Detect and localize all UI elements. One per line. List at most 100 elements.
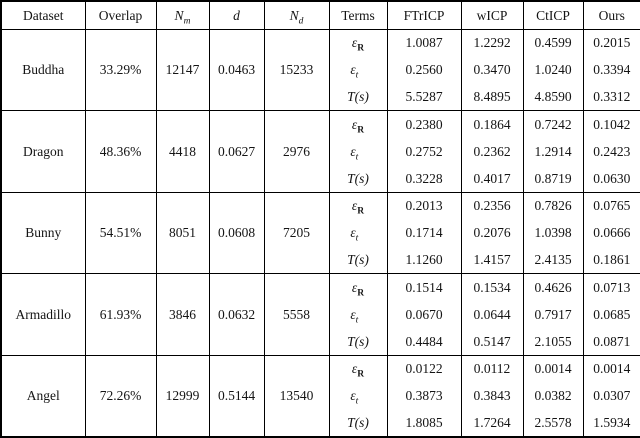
metric-value-cell: 1.0398	[522, 219, 584, 247]
metric-row: εt⃗ 0.2752 0.2362 1.2914 0.2423	[1, 138, 640, 166]
metric-value-cell: 0.2380	[386, 110, 462, 139]
term-subscript: R	[357, 206, 365, 217]
term-subscript: t⃗	[355, 152, 366, 163]
nm-count-cell: 8051	[155, 191, 210, 274]
metric-value-cell: 5.5287	[386, 83, 462, 111]
col-header-nd: Nd	[263, 1, 330, 30]
header-label: FTrICP	[403, 7, 445, 23]
term-symbol: T(s)	[347, 170, 369, 186]
col-header-wicp: wICP	[460, 1, 524, 30]
term-cell: T(s)	[328, 246, 388, 274]
metric-value-cell: 0.3228	[386, 165, 462, 193]
metric-value-cell: 0.3312	[582, 83, 640, 111]
term-cell: εR	[328, 110, 388, 139]
metric-value-cell: 0.0014	[582, 354, 640, 383]
col-header-d: d	[208, 1, 265, 30]
term-subscript: R	[357, 44, 365, 55]
term-cell: εR	[328, 354, 388, 383]
header-label: N	[289, 7, 299, 23]
nd-count-cell: 15233	[263, 28, 330, 111]
term-cell: εt⃗	[328, 382, 388, 410]
metric-value-cell: 0.0713	[582, 273, 640, 302]
term-cell: εt⃗	[328, 138, 388, 166]
term-cell: T(s)	[328, 83, 388, 111]
metric-value-cell: 0.0670	[386, 301, 462, 329]
metric-value-cell: 0.2752	[386, 138, 462, 166]
dataset-block-row: Armadillo 61.93% 3846 0.0632 5558 εR 0.1514 0.1…	[0, 273, 640, 356]
metric-row: T(s) 5.5287 8.4895 4.8590 0.3312	[1, 83, 640, 111]
metric-value-cell: 2.4135	[522, 246, 584, 274]
term-subscript: t⃗	[355, 315, 366, 326]
metric-row: T(s) 1.8085 1.7264 2.5578 1.5934	[1, 409, 640, 437]
dataset-name-cell: Armadillo	[0, 273, 86, 356]
metric-value-cell: 0.0666	[582, 219, 640, 247]
metric-value-cell: 8.4895	[460, 83, 524, 111]
metric-value-cell: 0.3873	[386, 382, 462, 410]
col-header-overlap: Overlap	[84, 1, 157, 30]
term-symbol: T(s)	[347, 333, 369, 349]
header-label: CtICP	[536, 7, 570, 23]
term-symbol: T(s)	[347, 414, 369, 430]
dataset-block-row: Angel 72.26% 12999 0.5144 13540 εR 0.0122 0.011…	[0, 354, 640, 437]
header-label: wICP	[476, 7, 508, 23]
dataset-block-row: Buddha 33.29% 12147 0.0463 15233 εR 1.0087 1.22…	[0, 28, 640, 111]
nm-count-cell: 12147	[155, 28, 210, 111]
metric-value-cell: 0.0122	[386, 354, 462, 383]
term-subscript: t⃗	[355, 70, 366, 81]
metric-value-cell: 0.0014	[522, 354, 584, 383]
term-cell: T(s)	[328, 409, 388, 437]
metric-value-cell: 0.2362	[460, 138, 524, 166]
term-subscript: R	[357, 288, 365, 299]
overlap-cell: 54.51%	[84, 191, 157, 274]
metric-value-cell: 0.1864	[460, 110, 524, 139]
nm-count-cell: 12999	[155, 354, 210, 437]
term-subscript: R	[357, 125, 365, 136]
term-symbol: T(s)	[347, 89, 369, 105]
metric-value-cell: 0.7917	[522, 301, 584, 329]
dataset-block-row: Bunny 54.51% 8051 0.0608 7205 εR 0.2013 0.2356 0…	[0, 191, 640, 274]
header-row: Dataset Overlap Nm d Nd Terms FTrICP wIC…	[0, 1, 640, 30]
nd-count-cell: 13540	[263, 354, 330, 437]
term-symbol: ε	[351, 116, 358, 132]
d-value-cell: 0.0608	[208, 191, 265, 274]
metric-value-cell: 0.1534	[460, 273, 524, 302]
metric-value-cell: 0.3843	[460, 382, 524, 410]
nd-count-cell: 7205	[263, 191, 330, 274]
term-cell: εt⃗	[328, 301, 388, 329]
metric-value-cell: 1.5934	[582, 409, 640, 437]
metric-value-cell: 0.4484	[386, 328, 462, 356]
metric-value-cell: 0.0685	[582, 301, 640, 329]
metric-value-cell: 0.2013	[386, 191, 462, 220]
dataset-name-cell: Bunny	[0, 191, 86, 274]
term-symbol: T(s)	[347, 252, 369, 268]
term-symbol: ε	[350, 306, 356, 322]
metric-value-cell: 0.1714	[386, 219, 462, 247]
header-subscript: m	[183, 16, 191, 27]
metric-value-cell: 0.5147	[460, 328, 524, 356]
metric-row: T(s) 1.1260 1.4157 2.4135 0.1861	[1, 246, 640, 274]
metric-value-cell: 0.0871	[582, 328, 640, 356]
header-label: Overlap	[98, 7, 143, 23]
header-subscript: d	[298, 16, 304, 27]
nd-count-cell: 5558	[263, 273, 330, 356]
metric-value-cell: 0.0644	[460, 301, 524, 329]
col-header-terms: Terms	[328, 1, 388, 30]
metric-row: εt⃗ 0.2560 0.3470 1.0240 0.3394	[1, 56, 640, 84]
term-symbol: ε	[350, 388, 356, 404]
metric-value-cell: 0.4017	[460, 165, 524, 193]
metric-value-cell: 0.2015	[582, 28, 640, 57]
col-header-cticp: CtICP	[522, 1, 584, 30]
metric-value-cell: 0.1042	[582, 110, 640, 139]
metric-value-cell: 1.8085	[386, 409, 462, 437]
metric-value-cell: 0.3470	[460, 56, 524, 84]
metric-value-cell: 0.2076	[460, 219, 524, 247]
d-value-cell: 0.5144	[208, 354, 265, 437]
metric-value-cell: 2.5578	[522, 409, 584, 437]
metric-value-cell: 0.8719	[522, 165, 584, 193]
term-cell: εR	[328, 28, 388, 57]
metric-row: εt⃗ 0.1714 0.2076 1.0398 0.0666	[1, 219, 640, 247]
metric-row: εt⃗ 0.0670 0.0644 0.7917 0.0685	[1, 301, 640, 329]
term-symbol: ε	[351, 35, 358, 51]
overlap-cell: 72.26%	[84, 354, 157, 437]
